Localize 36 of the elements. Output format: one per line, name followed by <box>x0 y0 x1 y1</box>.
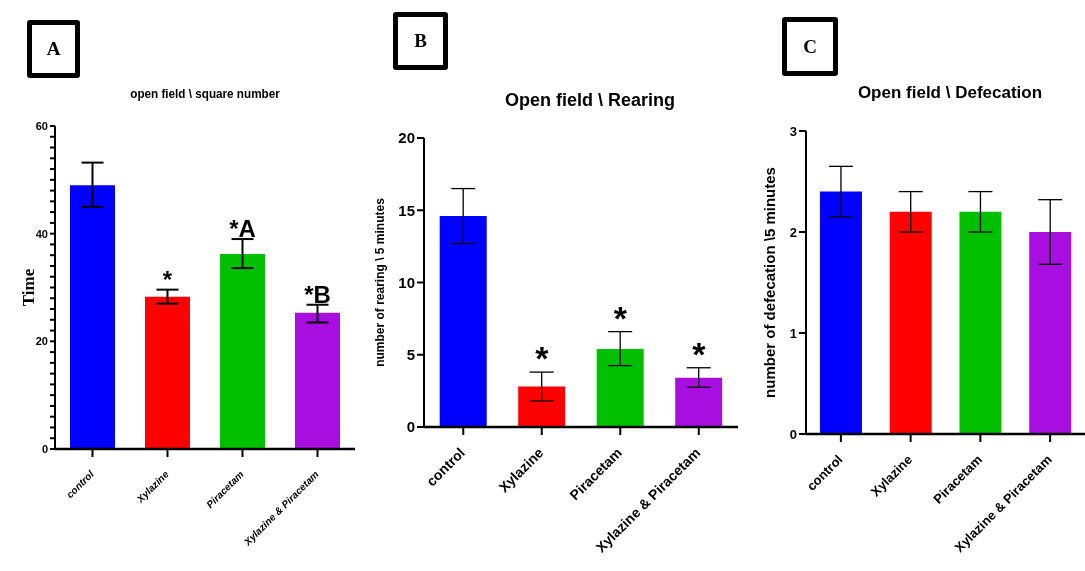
bar <box>596 348 644 427</box>
y-tick-label: 40 <box>35 227 48 240</box>
y-tick-label: 60 <box>35 119 48 132</box>
y-tick-label: 15 <box>398 201 415 219</box>
bar <box>70 185 115 449</box>
annotation: *B <box>304 280 331 308</box>
annotation: * <box>535 339 550 378</box>
y-tick-label: 0 <box>789 426 797 442</box>
y-tick-label: 20 <box>398 129 415 147</box>
y-axis-title: number of defecation \5 minutes <box>760 167 778 398</box>
y-tick-label: 0 <box>41 442 48 455</box>
annotation: *A <box>229 215 256 243</box>
label-frame: C <box>782 17 838 76</box>
label-frame: A <box>27 20 80 78</box>
chart-title: Open field \ Rearing <box>504 90 676 111</box>
y-tick-label: 10 <box>398 273 415 291</box>
y-tick-label: 1 <box>789 325 797 341</box>
annotation: * <box>613 298 628 337</box>
chart-title: Open field \ Defecation <box>856 83 1044 103</box>
y-tick-label: 0 <box>406 418 415 436</box>
bar <box>295 312 340 449</box>
y-tick-label: 20 <box>35 335 48 348</box>
bar <box>518 386 566 427</box>
y-tick-label: 2 <box>789 224 797 240</box>
bar <box>145 296 190 449</box>
bar <box>675 377 723 427</box>
y-tick-label: 3 <box>789 123 797 139</box>
y-axis-title: Time <box>18 268 38 307</box>
annotation: * <box>162 265 173 293</box>
chart-title: open field \ square number <box>129 86 281 101</box>
bar <box>439 216 487 427</box>
label-frame: B <box>393 12 448 70</box>
bar <box>220 254 265 449</box>
y-tick-label: 5 <box>406 346 415 364</box>
y-axis-title: number of rearing \ 5 minutes <box>373 197 388 367</box>
annotation: * <box>692 334 707 373</box>
